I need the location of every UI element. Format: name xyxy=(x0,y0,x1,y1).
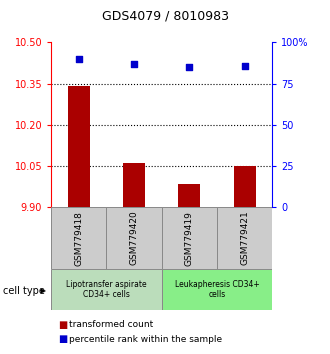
Text: ■: ■ xyxy=(58,320,67,330)
Point xyxy=(187,64,192,70)
Text: cell type: cell type xyxy=(3,286,45,296)
Text: percentile rank within the sample: percentile rank within the sample xyxy=(69,335,222,344)
Bar xyxy=(68,86,90,207)
Bar xyxy=(51,269,162,310)
Bar xyxy=(162,207,217,269)
Text: GSM779418: GSM779418 xyxy=(74,211,83,266)
Text: transformed count: transformed count xyxy=(69,320,153,330)
Bar xyxy=(123,163,145,207)
Text: GSM779421: GSM779421 xyxy=(240,211,249,266)
Text: Lipotransfer aspirate
CD34+ cells: Lipotransfer aspirate CD34+ cells xyxy=(66,280,147,299)
Bar xyxy=(178,184,200,207)
Bar xyxy=(162,269,272,310)
Point xyxy=(131,61,137,67)
Bar xyxy=(106,207,162,269)
Text: ■: ■ xyxy=(58,334,67,344)
Point xyxy=(242,63,247,68)
Text: Leukapheresis CD34+
cells: Leukapheresis CD34+ cells xyxy=(175,280,259,299)
Bar xyxy=(217,207,272,269)
Bar xyxy=(234,166,256,207)
Point xyxy=(76,56,82,62)
Text: GSM779420: GSM779420 xyxy=(130,211,139,266)
Text: GDS4079 / 8010983: GDS4079 / 8010983 xyxy=(102,10,228,22)
Text: GSM779419: GSM779419 xyxy=(185,211,194,266)
Bar xyxy=(51,207,106,269)
